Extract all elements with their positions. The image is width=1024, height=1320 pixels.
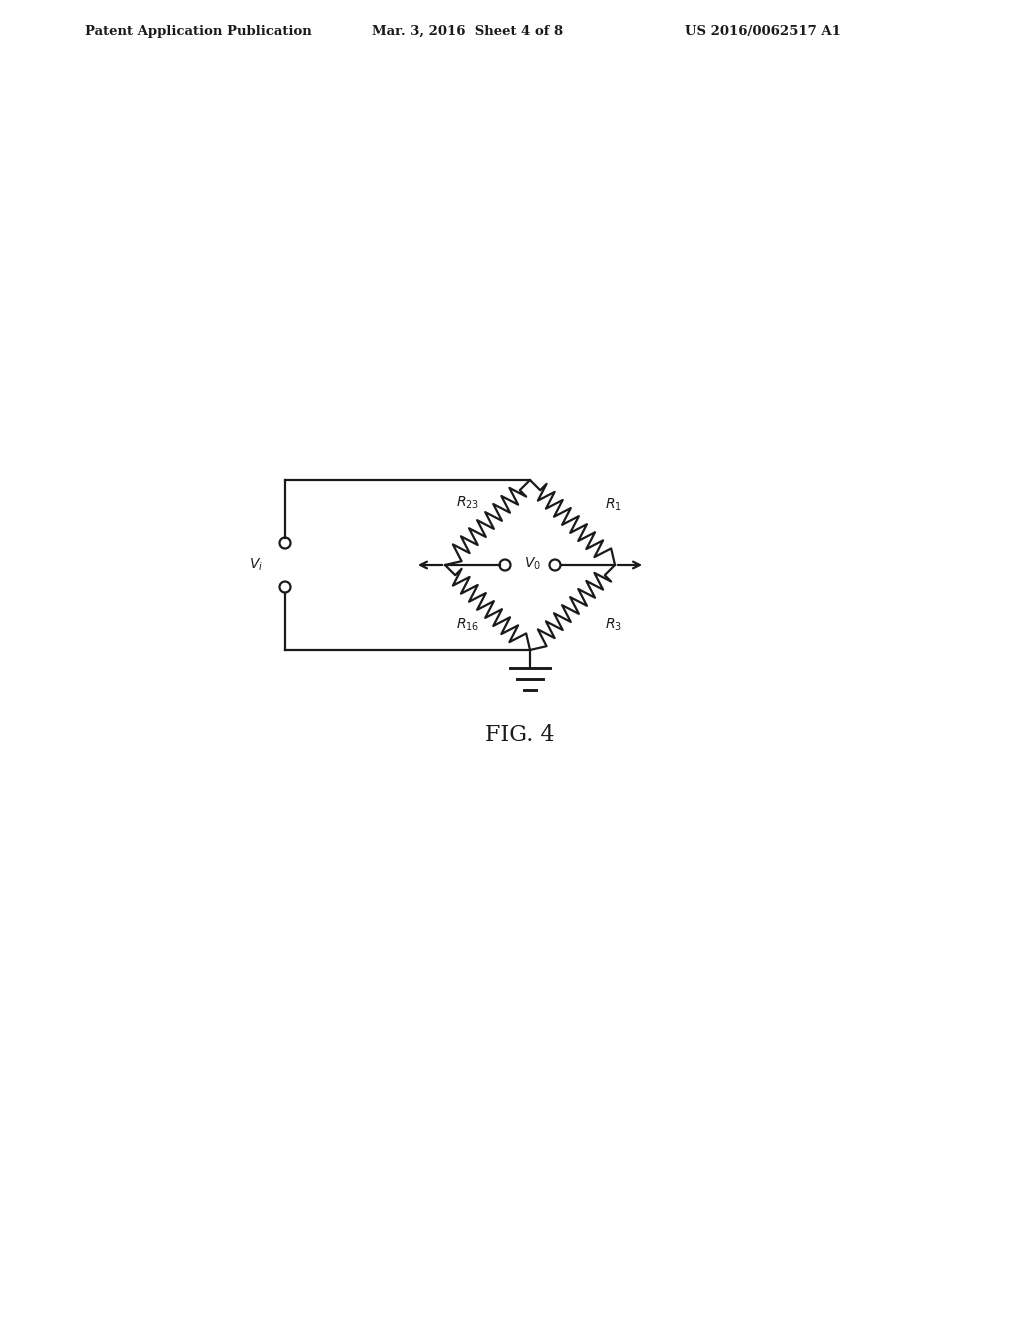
Text: $V_0$: $V_0$ bbox=[523, 556, 541, 572]
Text: Patent Application Publication: Patent Application Publication bbox=[85, 25, 311, 38]
Text: $R_{16}$: $R_{16}$ bbox=[457, 616, 479, 634]
Text: FIG. 4: FIG. 4 bbox=[485, 723, 555, 746]
Text: $R_3$: $R_3$ bbox=[605, 616, 622, 634]
Text: Mar. 3, 2016  Sheet 4 of 8: Mar. 3, 2016 Sheet 4 of 8 bbox=[372, 25, 563, 38]
Text: $V_i$: $V_i$ bbox=[249, 557, 263, 573]
Text: US 2016/0062517 A1: US 2016/0062517 A1 bbox=[685, 25, 841, 38]
Text: $R_{23}$: $R_{23}$ bbox=[457, 495, 479, 511]
Text: $R_1$: $R_1$ bbox=[605, 496, 622, 513]
